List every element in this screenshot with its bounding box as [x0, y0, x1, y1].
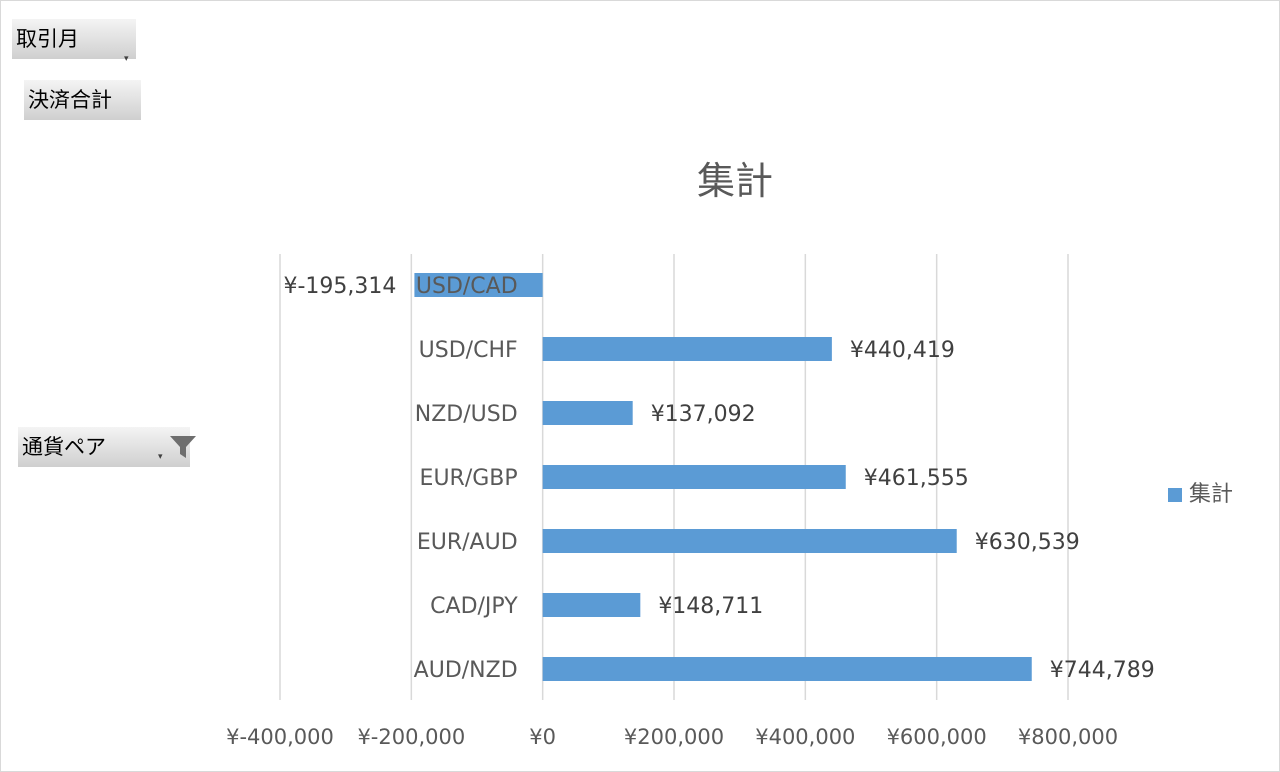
bar [542, 529, 957, 553]
legend-label: 集計 [1189, 482, 1234, 507]
bar [414, 273, 543, 297]
value-field-label: 決済合計 [28, 88, 112, 112]
x-tick-label: ¥800,000 [1018, 725, 1118, 749]
bar [542, 401, 633, 425]
data-label: ¥744,789 [1050, 658, 1155, 683]
data-label: ¥148,711 [658, 594, 763, 619]
x-tick-label: ¥400,000 [755, 725, 855, 749]
bar [542, 465, 846, 489]
data-label: ¥630,539 [975, 530, 1080, 555]
category-label: AUD/NZD [414, 658, 518, 683]
data-label: ¥137,092 [651, 402, 756, 427]
dropdown-arrow-icon[interactable]: ▾ [158, 452, 163, 462]
data-label: ¥-195,314 [283, 274, 396, 299]
bar [542, 657, 1032, 681]
category-label: NZD/USD [415, 402, 518, 427]
x-tick-label: ¥-400,000 [226, 725, 334, 749]
category-label: EUR/AUD [417, 530, 518, 555]
currency-pair-filter-label: 通貨ペア [22, 435, 106, 459]
x-tick-label: ¥600,000 [887, 725, 987, 749]
currency-pair-filter-button[interactable]: 通貨ペア ▾ [18, 427, 196, 467]
dropdown-arrow-icon[interactable]: ▾ [124, 54, 129, 64]
x-tick-label: ¥200,000 [624, 725, 724, 749]
bar [542, 593, 641, 617]
x-tick-label: ¥-200,000 [357, 725, 465, 749]
category-label: CAD/JPY [430, 594, 518, 619]
value-field-button[interactable]: 決済合計 [24, 80, 141, 120]
category-label: USD/CAD [416, 274, 518, 299]
chart-title: 集計 [696, 159, 773, 203]
month-filter-label: 取引月 [16, 27, 79, 51]
month-filter-button[interactable]: 取引月 ▾ [12, 19, 136, 64]
filter-funnel-icon[interactable] [169, 434, 197, 460]
data-label: ¥461,555 [864, 466, 969, 491]
legend-swatch [1168, 488, 1182, 502]
category-label: USD/CHF [419, 338, 518, 363]
data-label: ¥440,419 [850, 338, 955, 363]
category-label: EUR/GBP [420, 466, 518, 491]
x-tick-label: ¥0 [529, 725, 556, 749]
bar [542, 337, 832, 361]
